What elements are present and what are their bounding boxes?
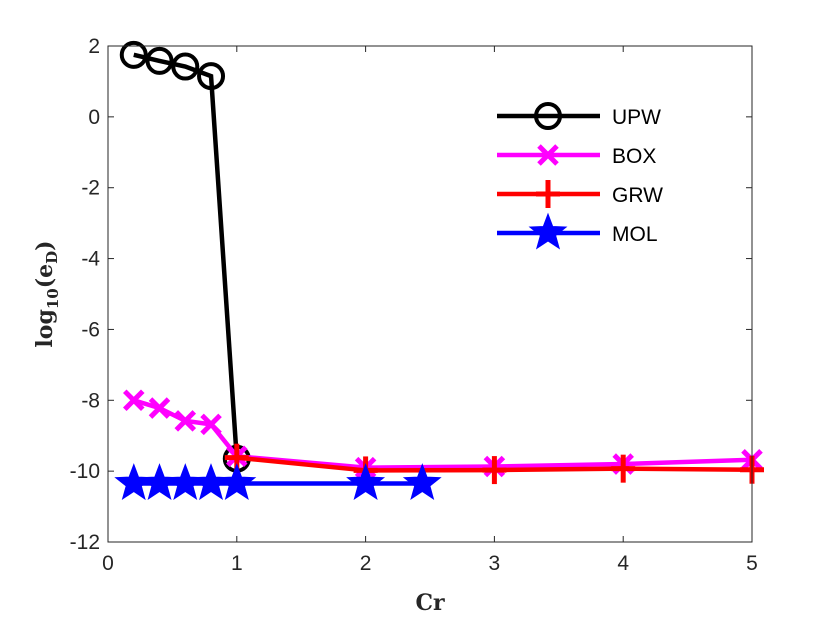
- legend-label: MOL: [612, 223, 658, 246]
- legend-marker: [537, 144, 559, 166]
- x-tick-label: 5: [746, 552, 758, 575]
- marker-stroke: [537, 144, 559, 166]
- legend-entry-upw: UPW: [497, 102, 661, 130]
- data-point: [611, 454, 636, 483]
- data-point: [171, 52, 200, 81]
- legend-label: GRW: [612, 184, 663, 207]
- data-point: [402, 463, 442, 501]
- legend-marker: [536, 180, 560, 208]
- x-tick-label: 1: [231, 552, 243, 575]
- y-axis-label: log10(eD): [32, 240, 62, 347]
- data-point: [200, 413, 222, 436]
- data-point: [482, 456, 507, 485]
- y-tick-label: -8: [81, 389, 100, 412]
- y-tick-label: -6: [81, 318, 100, 341]
- data-point: [217, 463, 257, 501]
- legend-marker: [534, 102, 562, 130]
- y-tick-label: 2: [88, 35, 100, 58]
- series-upw: [119, 40, 251, 473]
- marker-stroke: [148, 397, 171, 419]
- y-tick-label: 0: [88, 106, 100, 129]
- series-mol: [114, 463, 442, 501]
- marker-stroke: [200, 413, 222, 436]
- plot-frame: [107, 45, 753, 543]
- data-point: [119, 40, 148, 69]
- y-tick-label: -4: [81, 248, 100, 271]
- legend-marker: [528, 212, 568, 250]
- data-point: [122, 389, 145, 412]
- series-line: [133, 52, 240, 459]
- y-tick-label: -10: [70, 460, 100, 483]
- series-box: [122, 389, 763, 479]
- marker-stroke: [122, 389, 145, 412]
- legend-label: BOX: [612, 145, 656, 168]
- legend-entry-mol: MOL: [497, 212, 658, 250]
- data-point: [145, 46, 174, 75]
- data-point: [174, 410, 197, 432]
- y-tick-label: -2: [81, 177, 100, 200]
- data-point: [197, 62, 226, 91]
- x-tick-label: 2: [360, 552, 372, 575]
- data-point: [148, 397, 171, 419]
- marker-stroke: [174, 410, 197, 432]
- legend-entry-box: BOX: [497, 144, 656, 168]
- y-tick-label: -12: [70, 531, 100, 554]
- legend: UPW BOX GRW MOL: [497, 102, 663, 250]
- x-axis-label: Cr: [415, 590, 445, 616]
- data-point: [346, 463, 386, 501]
- x-tick-label: 0: [102, 552, 114, 575]
- legend-entry-grw: GRW: [497, 180, 663, 208]
- x-tick-label: 3: [489, 552, 501, 575]
- x-tick-label: 4: [617, 552, 629, 575]
- legend-label: UPW: [612, 106, 661, 129]
